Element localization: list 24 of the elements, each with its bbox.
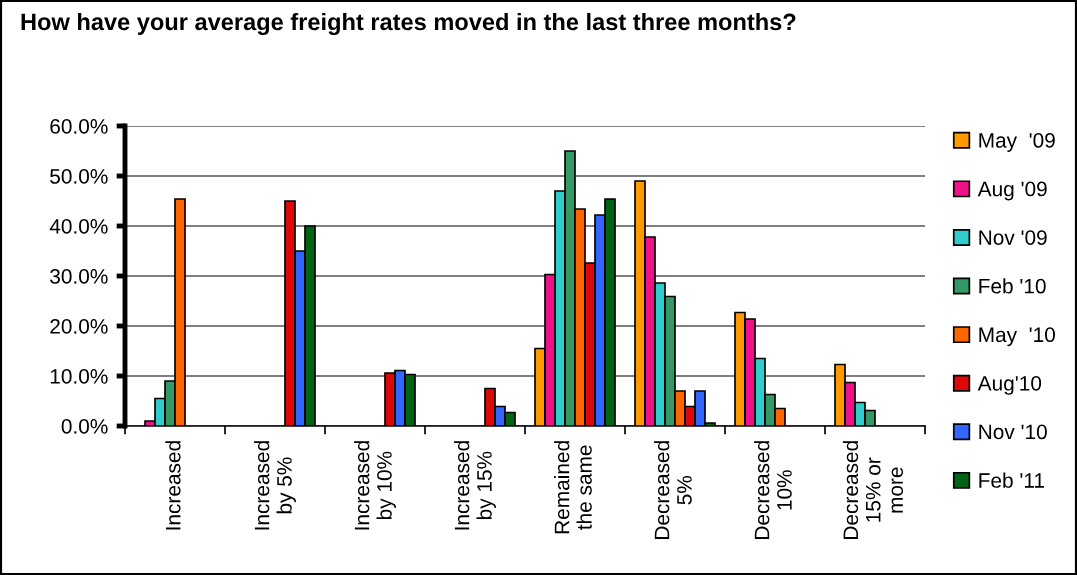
legend-label: Nov '09 — [979, 230, 1047, 245]
y-tick-label: 30.0% — [50, 269, 108, 284]
y-tick-label: 40.0% — [49, 219, 108, 234]
x-tick-label: Increased — [165, 441, 181, 530]
legend-label: May '09 — [979, 133, 1055, 152]
y-tick-label: 10.0% — [50, 369, 108, 384]
x-tick-label: Decreased 15% or more — [842, 441, 904, 539]
y-tick-label: 50.0% — [50, 169, 108, 184]
x-tick-label: Increased by 10% — [354, 441, 396, 530]
x-tick-label: Remained the same — [554, 441, 592, 534]
x-tick-label: Increased by 15% — [454, 441, 496, 530]
y-tick-label: 20.0% — [50, 319, 108, 334]
legend-label: Feb '11 — [979, 472, 1044, 488]
chart-title: How have your average freight rates moved in the last three months? — [21, 12, 796, 36]
legend-label: Feb '10 — [979, 278, 1046, 294]
legend-label: Nov '10 — [979, 424, 1047, 440]
x-tick-label: Decreased 10% — [754, 441, 792, 539]
legend-label: Aug'10 — [977, 375, 1042, 395]
y-tick-label: 0.0% — [61, 419, 108, 434]
x-tick-label: Decreased 5% — [654, 441, 692, 539]
legend-label: Aug '09 — [977, 181, 1047, 201]
y-tick-label: 60.0% — [50, 119, 108, 134]
legend-label: May '10 — [979, 327, 1055, 347]
x-tick-label: Increased by 5% — [254, 441, 296, 530]
